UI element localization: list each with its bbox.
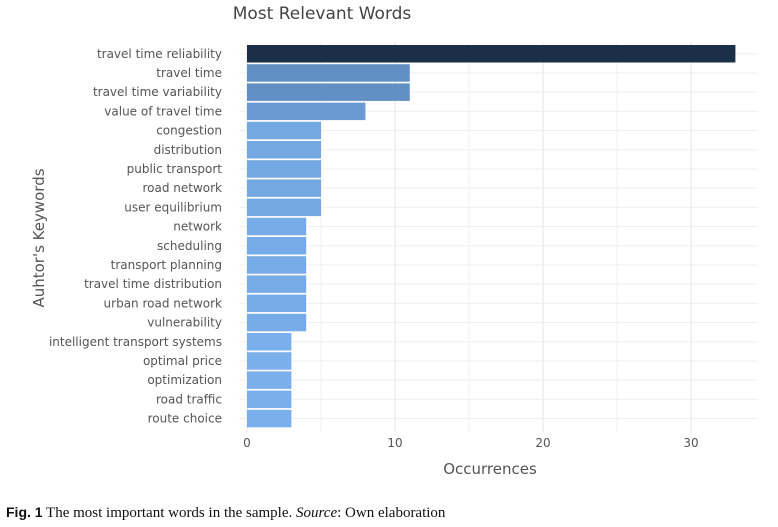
category-label: congestion	[156, 124, 222, 138]
caption-text: The most important words in the sample.	[42, 505, 297, 521]
bar	[247, 121, 321, 140]
category-label: transport planning	[111, 258, 222, 272]
category-labels: travel time reliability travel time travel…	[49, 47, 222, 426]
y-axis-title: Auhtor's Keywords	[30, 168, 48, 307]
figure-caption: Fig. 1 The most important words in the s…	[6, 504, 772, 522]
x-tick-label: 10	[387, 436, 402, 450]
category-label: route choice	[148, 412, 222, 426]
category-label: user equilibrium	[124, 200, 222, 214]
category-label: travel time distribution	[84, 277, 222, 291]
category-label: network	[173, 220, 222, 234]
category-label: optimal price	[143, 354, 222, 368]
category-label: urban road network	[104, 296, 223, 310]
caption-source-text: : Own elaboration	[337, 505, 446, 521]
x-tick-label: 0	[243, 436, 251, 450]
bar	[247, 333, 292, 351]
bar	[247, 237, 307, 255]
category-label: value of travel time	[104, 104, 222, 118]
category-label: intelligent transport systems	[49, 335, 222, 349]
category-label: public transport	[127, 162, 223, 176]
category-label: vulnerability	[147, 316, 222, 330]
bar	[247, 390, 292, 409]
bar	[247, 160, 321, 178]
bar	[247, 352, 292, 370]
bar	[247, 45, 736, 63]
bar	[247, 198, 321, 217]
category-label: travel time variability	[93, 85, 222, 99]
bar	[247, 217, 307, 236]
category-label: optimization	[147, 373, 222, 387]
bar	[247, 64, 410, 82]
bar-chart: travel time reliability travel time travel…	[30, 4, 758, 478]
bar	[247, 371, 292, 389]
category-label: travel time reliability	[97, 47, 222, 61]
category-label: travel time	[156, 66, 222, 80]
bar	[247, 275, 307, 293]
bars	[247, 45, 736, 428]
category-label: distribution	[154, 143, 222, 157]
bar	[247, 409, 292, 428]
bar	[247, 313, 307, 332]
chart-title: Most Relevant Words	[233, 4, 412, 24]
bar	[247, 179, 321, 197]
x-tick-label: 30	[683, 436, 698, 450]
bar	[247, 83, 410, 101]
caption-fig-label: Fig. 1	[6, 504, 43, 520]
bar	[247, 141, 321, 159]
category-label: road traffic	[156, 392, 222, 406]
bar	[247, 102, 366, 121]
bar	[247, 294, 307, 313]
category-label: scheduling	[157, 239, 222, 253]
grid-lines	[239, 42, 758, 432]
x-tick-labels: 0 10 20 30	[243, 436, 698, 450]
x-tick-label: 20	[535, 436, 550, 450]
x-axis-title: Occurrences	[443, 460, 537, 478]
caption-source-label: Source	[296, 505, 338, 521]
category-label: road network	[142, 181, 222, 195]
bar	[247, 256, 307, 274]
